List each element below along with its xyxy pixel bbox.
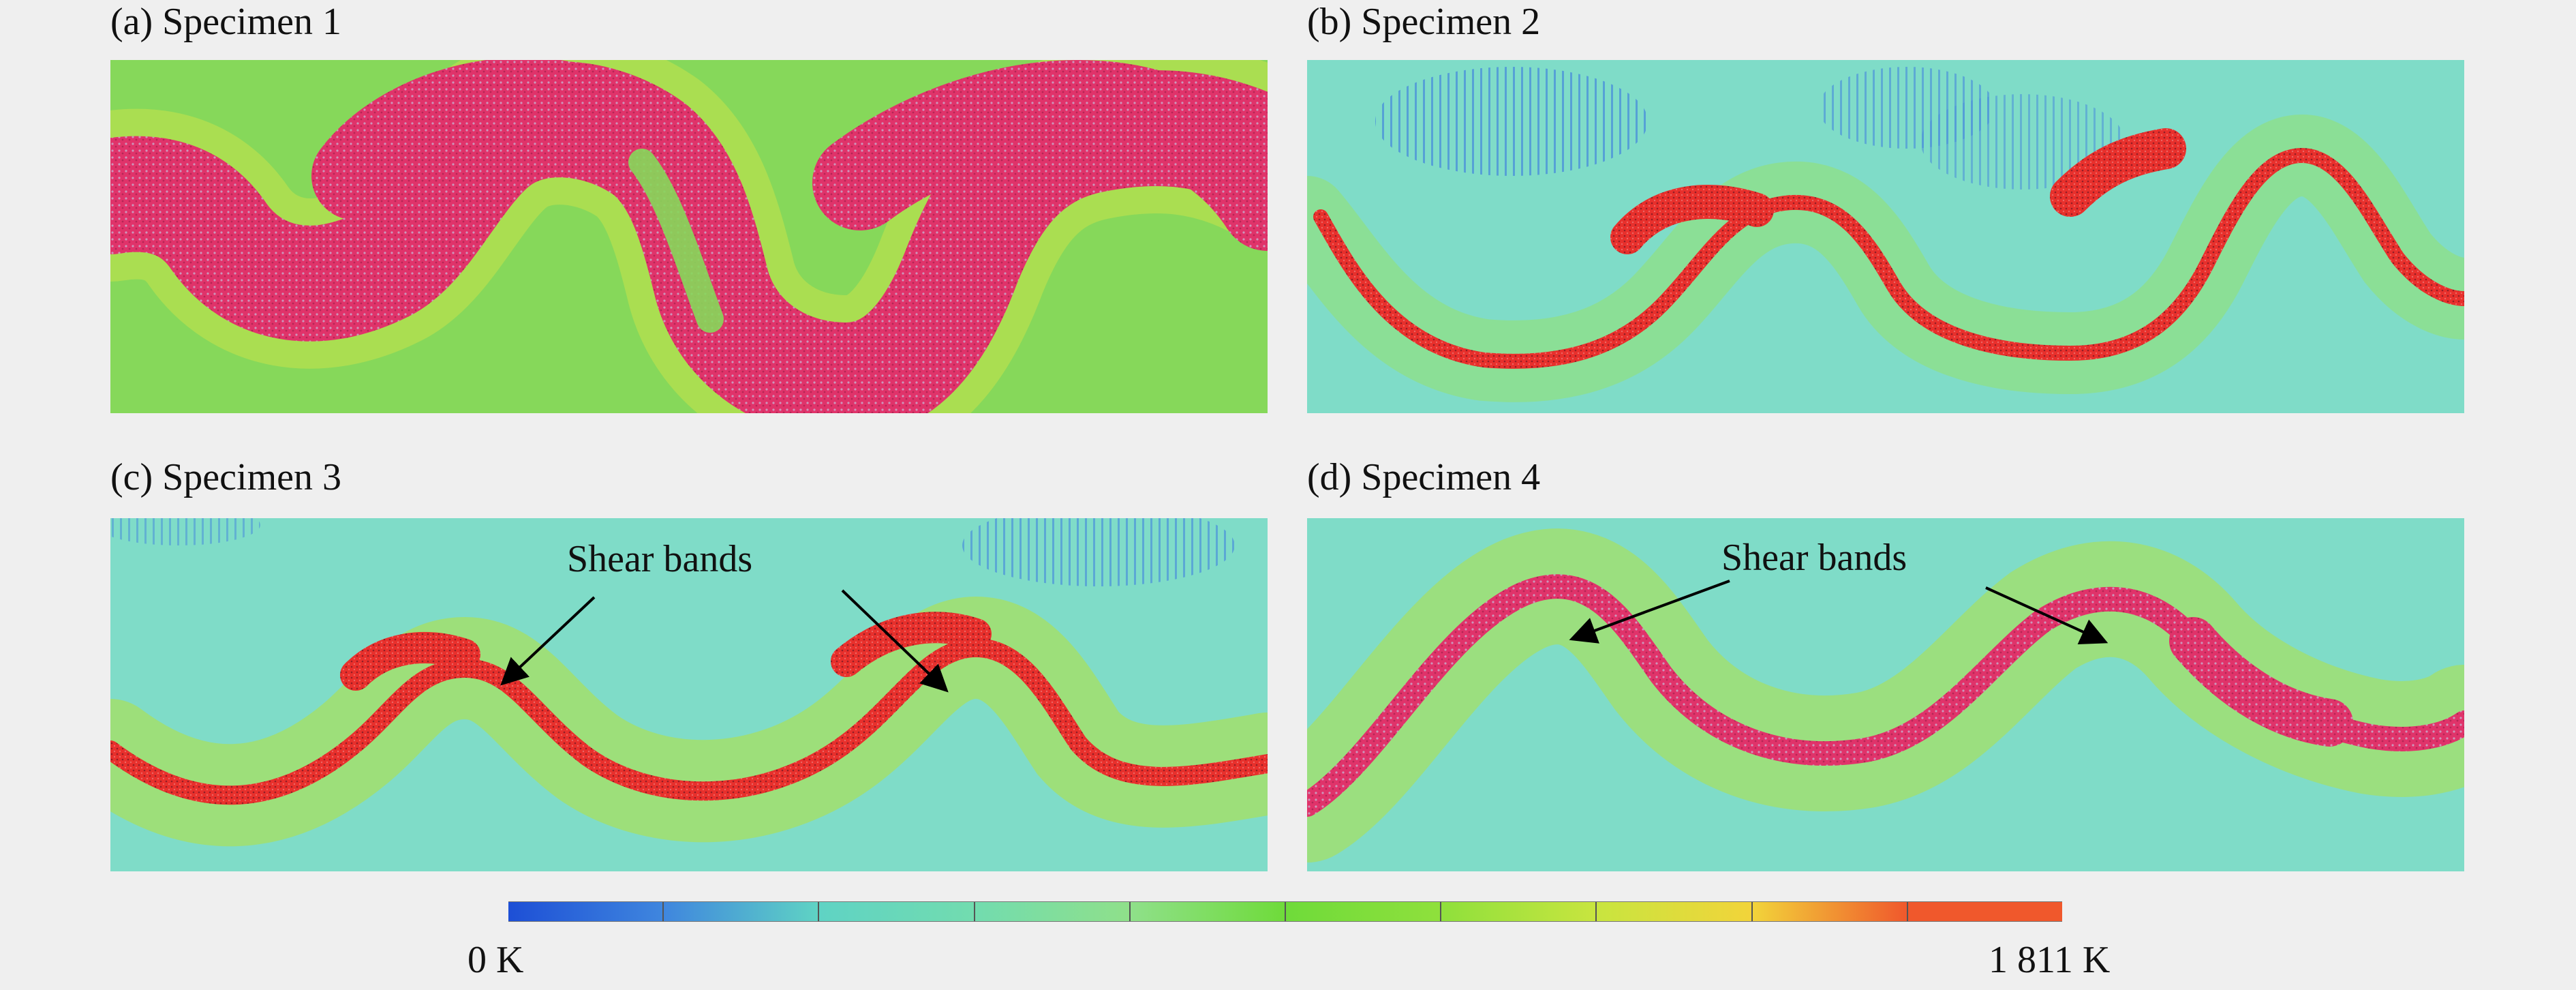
- colorbar-segment: [508, 902, 663, 921]
- panel-a-title: (a) Specimen 1: [110, 1, 341, 43]
- panel-c-title: (c) Specimen 3: [110, 456, 341, 498]
- shear-bands-label-c: Shear bands: [567, 538, 753, 580]
- colorbar-segment: [1285, 902, 1441, 921]
- panel-b-temperature-map: [1307, 60, 2464, 413]
- panel-a-image: [110, 60, 1268, 413]
- panel-c-image: [110, 518, 1268, 871]
- colorbar-segment: [662, 902, 818, 921]
- panel-c-temperature-map: [110, 518, 1268, 871]
- colorbar-segment: [818, 902, 974, 921]
- colorbar-min-label: 0 K: [467, 939, 524, 981]
- panel-d-temperature-map: [1307, 518, 2464, 871]
- panel-b-title: (b) Specimen 2: [1307, 1, 1541, 43]
- temperature-colorbar: [508, 901, 2063, 922]
- panel-d-title: (d) Specimen 4: [1307, 456, 1541, 498]
- colorbar-max-label: 1 811 K: [1989, 939, 2111, 981]
- panel-a-temperature-map: [110, 60, 1268, 413]
- panel-b-image: [1307, 60, 2464, 413]
- colorbar-segment: [1906, 902, 2063, 921]
- colorbar-segment: [1595, 902, 1751, 921]
- shear-bands-label-d: Shear bands: [1721, 537, 1907, 579]
- colorbar-segment: [973, 902, 1129, 921]
- panel-d-image: [1307, 518, 2464, 871]
- colorbar-segment: [1751, 902, 1907, 921]
- colorbar-segment: [1440, 902, 1596, 921]
- colorbar-segment: [1129, 902, 1285, 921]
